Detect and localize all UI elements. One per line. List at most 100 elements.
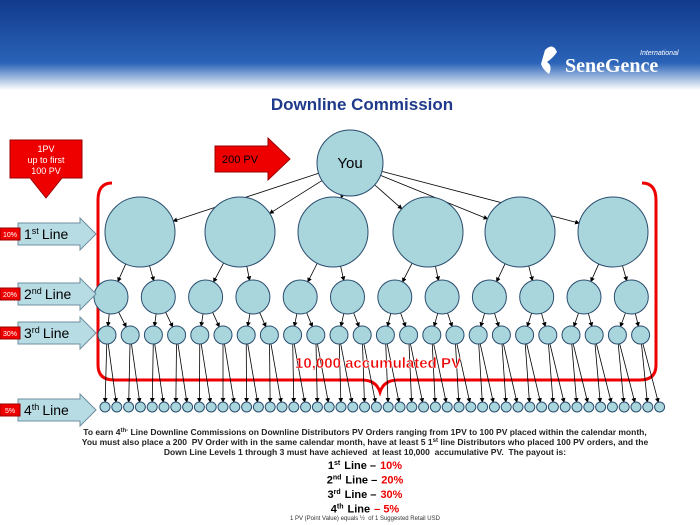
connector <box>641 343 650 403</box>
connector <box>634 313 640 328</box>
line-4-node <box>618 401 630 413</box>
connector <box>478 343 485 403</box>
rate-label: 20% <box>3 292 17 299</box>
line-4-node <box>205 401 217 413</box>
text: You must also place a 200 PV Order with … <box>82 437 433 447</box>
accumulated-label: 10,000 accumulated PV <box>295 355 461 372</box>
connector <box>526 343 542 403</box>
line-4-node <box>654 401 666 413</box>
rate-label: 5% <box>5 408 15 415</box>
logo: SeneGence <box>565 55 658 77</box>
connector <box>588 313 594 328</box>
line-number: 2 <box>24 286 32 302</box>
connector <box>173 343 179 403</box>
connector <box>447 312 454 328</box>
line-4-node <box>406 401 418 413</box>
connector <box>594 343 603 403</box>
order-note: 200 PV <box>222 154 259 166</box>
rate-label: 30% <box>3 331 17 338</box>
line-text: Line <box>42 226 69 242</box>
line-number: 3 <box>24 325 32 341</box>
connector <box>363 343 378 403</box>
you-node <box>316 129 384 197</box>
line-3-node <box>236 325 256 345</box>
text: Line Downline Commissions on Downline Di… <box>128 427 647 437</box>
line-1-node <box>392 196 464 268</box>
line-2-node <box>519 279 555 315</box>
payout-label: Line – <box>345 489 377 501</box>
payout-rate: 10% <box>380 460 402 472</box>
line-1-node <box>297 196 369 268</box>
connector <box>526 313 532 328</box>
connector <box>246 266 252 282</box>
connector <box>408 343 414 403</box>
superscript: st <box>32 226 40 236</box>
connector <box>642 343 660 403</box>
connector <box>307 263 318 283</box>
connector <box>479 313 485 328</box>
line-label: 3rd Line <box>24 325 69 341</box>
connector <box>224 343 236 403</box>
connector <box>622 265 628 282</box>
line-text: Line <box>43 325 70 341</box>
rate-box <box>0 403 21 417</box>
line-3-node <box>329 325 349 345</box>
line-2-node <box>613 279 649 315</box>
line-2-node <box>377 279 413 315</box>
line-4-node <box>559 401 571 413</box>
connector <box>385 343 391 403</box>
connector <box>590 263 600 283</box>
line-3-node <box>120 325 140 345</box>
line-4-node <box>288 401 300 413</box>
line-3-node <box>259 325 279 345</box>
connector <box>212 312 220 328</box>
connector <box>619 343 637 403</box>
line-4-node <box>477 401 489 413</box>
line-4-node <box>134 401 146 413</box>
payout-number: 3 <box>328 489 334 501</box>
connector <box>494 313 500 328</box>
line-4-node <box>335 401 347 413</box>
line-3-node <box>399 325 419 345</box>
connector <box>374 184 403 210</box>
line-4-node <box>158 401 170 413</box>
paragraph-line: To earn 4th- Line Downline Commissions o… <box>83 427 646 437</box>
line-3-node <box>515 325 535 345</box>
line-4-node <box>524 401 536 413</box>
connector <box>165 312 174 328</box>
line-4-node <box>99 401 111 413</box>
paragraph-line: Down Line Levels 1 through 3 must have a… <box>164 447 566 457</box>
line-label: 1st Line <box>24 226 68 242</box>
line-4-node <box>182 401 194 413</box>
connector <box>432 313 439 328</box>
line-3-node <box>283 325 303 345</box>
connector <box>619 312 626 328</box>
line-number: 4 <box>24 402 32 418</box>
title: Downline Commission <box>271 95 453 114</box>
superscript: st <box>433 438 438 444</box>
connector <box>548 343 556 403</box>
left-note: 100 PV <box>31 166 61 176</box>
connector <box>340 266 346 282</box>
line-arrow <box>17 315 97 351</box>
line-4-node <box>583 401 595 413</box>
line-4-node <box>311 401 323 413</box>
line-2-node <box>330 279 365 315</box>
line-4-node <box>606 401 618 413</box>
connector <box>572 312 579 328</box>
left-note-box <box>9 139 83 199</box>
line-3-node <box>607 325 627 345</box>
connector <box>361 343 367 403</box>
line-1-node <box>104 196 176 268</box>
payout-number: 2 <box>327 475 333 487</box>
connector <box>102 343 108 403</box>
line-arrow <box>17 392 97 428</box>
left-note: up to first <box>27 155 65 165</box>
left-note: 1PV <box>37 144 54 154</box>
line-4-node <box>347 401 359 413</box>
connector <box>549 343 566 403</box>
line-3-node <box>445 325 465 345</box>
connector <box>435 266 440 282</box>
line-number: 1 <box>24 226 32 242</box>
